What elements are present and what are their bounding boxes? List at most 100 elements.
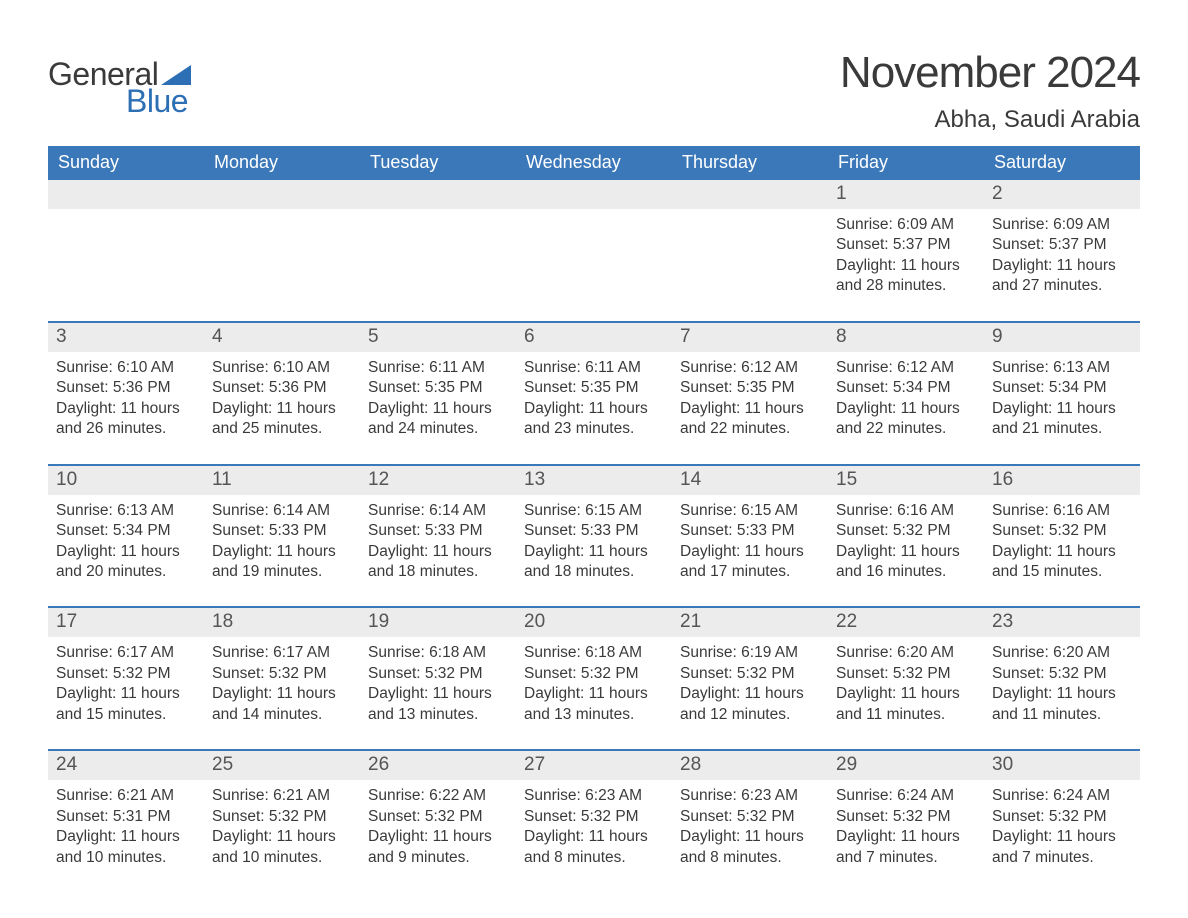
day-number: 10 (48, 466, 204, 495)
sunrise-text: Sunrise: 6:21 AM (212, 786, 352, 806)
daylight-text: Daylight: 11 hours (992, 256, 1132, 276)
sunrise-text: Sunrise: 6:24 AM (836, 786, 976, 806)
sunset-text: Sunset: 5:33 PM (212, 521, 352, 541)
calendar: Sunday Monday Tuesday Wednesday Thursday… (48, 146, 1140, 892)
sunrise-text: Sunrise: 6:20 AM (992, 643, 1132, 663)
daylight-text: Daylight: 11 hours (212, 542, 352, 562)
header: General Blue November 2024 Abha, Saudi A… (48, 48, 1140, 134)
day-number (672, 180, 828, 209)
day-cell (516, 209, 672, 321)
daylight-text: and 9 minutes. (368, 848, 508, 868)
sunset-text: Sunset: 5:34 PM (56, 521, 196, 541)
sunset-text: Sunset: 5:34 PM (836, 378, 976, 398)
sunset-text: Sunset: 5:36 PM (212, 378, 352, 398)
sunrise-text: Sunrise: 6:10 AM (212, 358, 352, 378)
day-cell (204, 209, 360, 321)
daylight-text: Daylight: 11 hours (992, 542, 1132, 562)
day-number: 4 (204, 323, 360, 352)
daylight-text: and 8 minutes. (680, 848, 820, 868)
weekday-friday: Friday (828, 146, 984, 180)
location-label: Abha, Saudi Arabia (840, 106, 1140, 134)
day-number: 8 (828, 323, 984, 352)
sunrise-text: Sunrise: 6:22 AM (368, 786, 508, 806)
day-cell (672, 209, 828, 321)
day-number: 7 (672, 323, 828, 352)
sunrise-text: Sunrise: 6:09 AM (836, 215, 976, 235)
daylight-text: Daylight: 11 hours (836, 256, 976, 276)
sunset-text: Sunset: 5:32 PM (524, 807, 664, 827)
day-cell: Sunrise: 6:21 AMSunset: 5:32 PMDaylight:… (204, 780, 360, 892)
day-number: 11 (204, 466, 360, 495)
day-number: 1 (828, 180, 984, 209)
day-cell: Sunrise: 6:16 AMSunset: 5:32 PMDaylight:… (828, 495, 984, 607)
sunset-text: Sunset: 5:32 PM (524, 664, 664, 684)
sunrise-text: Sunrise: 6:17 AM (56, 643, 196, 663)
day-number: 29 (828, 751, 984, 780)
day-cell: Sunrise: 6:23 AMSunset: 5:32 PMDaylight:… (516, 780, 672, 892)
sunset-text: Sunset: 5:31 PM (56, 807, 196, 827)
day-cell (360, 209, 516, 321)
daylight-text: Daylight: 11 hours (368, 684, 508, 704)
daylight-text: Daylight: 11 hours (524, 542, 664, 562)
sunset-text: Sunset: 5:36 PM (56, 378, 196, 398)
week-row: 3456789Sunrise: 6:10 AMSunset: 5:36 PMDa… (48, 321, 1140, 464)
logo-text-blue: Blue (126, 83, 191, 120)
daylight-text: and 15 minutes. (56, 705, 196, 725)
daylight-text: and 11 minutes. (836, 705, 976, 725)
weekday-monday: Monday (204, 146, 360, 180)
day-cell: Sunrise: 6:12 AMSunset: 5:35 PMDaylight:… (672, 352, 828, 464)
day-cell: Sunrise: 6:17 AMSunset: 5:32 PMDaylight:… (48, 637, 204, 749)
daylight-text: Daylight: 11 hours (992, 827, 1132, 847)
sunrise-text: Sunrise: 6:09 AM (992, 215, 1132, 235)
day-cell: Sunrise: 6:14 AMSunset: 5:33 PMDaylight:… (204, 495, 360, 607)
daynum-strip: 17181920212223 (48, 608, 1140, 637)
day-number (204, 180, 360, 209)
daylight-text: and 27 minutes. (992, 276, 1132, 296)
sunset-text: Sunset: 5:32 PM (212, 807, 352, 827)
day-number: 16 (984, 466, 1140, 495)
day-number (516, 180, 672, 209)
sunrise-text: Sunrise: 6:11 AM (524, 358, 664, 378)
sunset-text: Sunset: 5:32 PM (992, 521, 1132, 541)
week-row: 24252627282930Sunrise: 6:21 AMSunset: 5:… (48, 749, 1140, 892)
daylight-text: and 10 minutes. (56, 848, 196, 868)
weekday-tuesday: Tuesday (360, 146, 516, 180)
sunrise-text: Sunrise: 6:23 AM (680, 786, 820, 806)
day-number: 12 (360, 466, 516, 495)
sunset-text: Sunset: 5:34 PM (992, 378, 1132, 398)
sunrise-text: Sunrise: 6:17 AM (212, 643, 352, 663)
daynum-strip: 24252627282930 (48, 751, 1140, 780)
day-cell: Sunrise: 6:21 AMSunset: 5:31 PMDaylight:… (48, 780, 204, 892)
day-number: 2 (984, 180, 1140, 209)
sunset-text: Sunset: 5:32 PM (212, 664, 352, 684)
sunset-text: Sunset: 5:32 PM (836, 807, 976, 827)
day-number: 13 (516, 466, 672, 495)
daylight-text: Daylight: 11 hours (524, 399, 664, 419)
sunrise-text: Sunrise: 6:18 AM (368, 643, 508, 663)
sunset-text: Sunset: 5:32 PM (680, 664, 820, 684)
daylight-text: and 14 minutes. (212, 705, 352, 725)
day-cell: Sunrise: 6:13 AMSunset: 5:34 PMDaylight:… (48, 495, 204, 607)
day-cell: Sunrise: 6:16 AMSunset: 5:32 PMDaylight:… (984, 495, 1140, 607)
sunset-text: Sunset: 5:37 PM (992, 235, 1132, 255)
day-cell (48, 209, 204, 321)
day-cell: Sunrise: 6:17 AMSunset: 5:32 PMDaylight:… (204, 637, 360, 749)
day-cell: Sunrise: 6:20 AMSunset: 5:32 PMDaylight:… (984, 637, 1140, 749)
sunset-text: Sunset: 5:32 PM (368, 807, 508, 827)
day-cell: Sunrise: 6:09 AMSunset: 5:37 PMDaylight:… (828, 209, 984, 321)
day-cell: Sunrise: 6:18 AMSunset: 5:32 PMDaylight:… (516, 637, 672, 749)
daylight-text: Daylight: 11 hours (836, 684, 976, 704)
sunrise-text: Sunrise: 6:10 AM (56, 358, 196, 378)
day-cell: Sunrise: 6:09 AMSunset: 5:37 PMDaylight:… (984, 209, 1140, 321)
day-number: 23 (984, 608, 1140, 637)
sunrise-text: Sunrise: 6:14 AM (212, 501, 352, 521)
daylight-text: and 13 minutes. (524, 705, 664, 725)
daylight-text: Daylight: 11 hours (56, 827, 196, 847)
day-number: 30 (984, 751, 1140, 780)
title-block: November 2024 Abha, Saudi Arabia (840, 48, 1140, 134)
daylight-text: Daylight: 11 hours (524, 684, 664, 704)
day-cell: Sunrise: 6:12 AMSunset: 5:34 PMDaylight:… (828, 352, 984, 464)
sunset-text: Sunset: 5:32 PM (836, 664, 976, 684)
daylight-text: Daylight: 11 hours (836, 542, 976, 562)
sunrise-text: Sunrise: 6:19 AM (680, 643, 820, 663)
